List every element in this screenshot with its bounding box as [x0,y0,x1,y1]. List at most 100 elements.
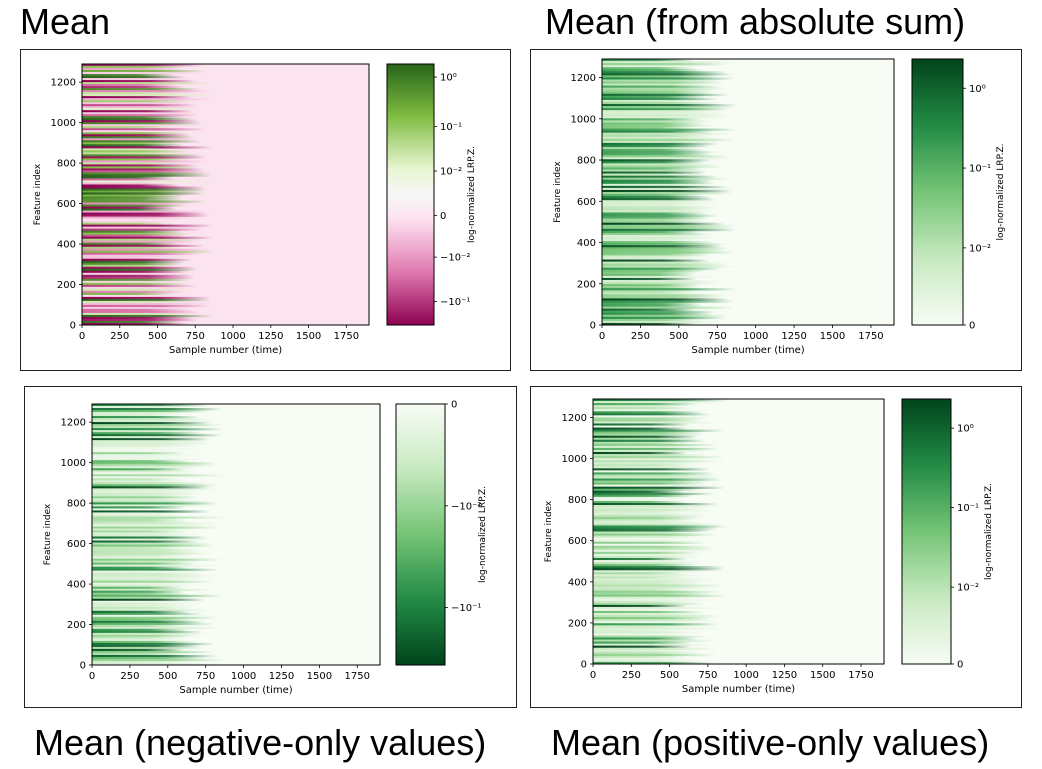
heatmap-row [92,436,216,439]
heatmap-row [593,562,704,565]
x-tick-label: 750 [186,331,205,342]
heatmap-row [92,468,188,471]
x-tick-label: 1750 [345,671,370,682]
x-tick-label: 750 [698,670,717,681]
heatmap-row [92,538,213,541]
heatmap-row [82,282,188,286]
heatmap-row [82,172,211,175]
panel-mean-absolute-sum: 0 250 500 750 1000 1250 1500 1750 0 200 400 600 800 1… [530,49,1022,371]
heatmap-row [82,82,211,85]
heatmap-row [602,275,719,279]
heatmap-row [593,617,712,620]
y-tick-label: 600 [568,536,587,547]
heatmap-row [92,620,205,624]
heatmap-row [602,192,735,195]
x-tick-label: 1000 [743,331,768,342]
heatmap-row [593,523,725,526]
heatmap-row [82,116,185,119]
y-tick-label: 1000 [571,114,596,125]
heatmap-row [593,494,693,498]
colorbar-tick-label: 0 [451,400,457,411]
heatmap-row [92,490,202,493]
x-tick-label: 1000 [220,331,245,342]
heatmap-row [593,621,704,624]
heatmap-row [593,582,704,585]
heatmap-row [602,310,717,314]
heatmap-row [82,262,183,266]
colorbar [901,398,952,665]
heatmap-row [82,284,197,288]
title-mean-absolute-sum: Mean (from absolute sum) [545,1,966,42]
heatmap-row [82,196,183,199]
heatmap-row [82,238,204,241]
heatmap-row [82,208,178,211]
heatmap-row [82,306,194,310]
heatmap-row [82,160,209,163]
heatmap-row [92,588,215,592]
heatmap-row [593,464,697,467]
heatmap-row [593,588,689,591]
heatmap-row [602,87,728,90]
heatmap-row [602,206,721,209]
heatmap-row [602,110,720,113]
plot-frame [601,58,895,326]
x-tick-label: 250 [622,670,641,681]
x-tick-label: 250 [120,671,139,682]
heatmap-row [602,269,708,273]
heatmap-row [602,316,726,320]
heatmap-row [593,659,703,663]
heatmap-row [593,484,722,487]
heatmap-row [82,146,213,149]
y-axis-label: Feature index [553,161,563,223]
heatmap-row [82,118,197,121]
y-tick-label: 0 [590,321,596,332]
heatmap-row [82,318,198,322]
heatmap-row [92,642,216,646]
colorbar [911,58,964,326]
heatmap-row [82,242,180,245]
heatmap-row [602,97,720,101]
heatmap-row [92,630,202,634]
heatmap-row [602,114,731,117]
heatmap-row [602,118,703,121]
heatmap-row [602,288,737,291]
colorbar-tick-label: 0 [957,660,963,671]
title-mean-negative-only: Mean (negative-only values) [34,722,487,763]
heatmap-row [92,440,212,443]
heatmap-row [82,234,185,237]
heatmap-row [593,445,701,449]
heatmap-row [92,502,219,505]
heatmap-row [602,67,697,70]
heatmap-row [602,226,734,230]
heatmap-row [593,492,714,496]
heatmap-row [593,608,687,612]
heatmap-row [593,480,710,483]
heatmap-row [92,546,185,549]
heatmap-row [92,494,194,497]
plot-frame [81,63,370,326]
x-axis-label: Sample number (time) [691,345,804,356]
heatmap-row [602,91,716,95]
heatmap-row [593,466,710,469]
heatmap-row [602,296,720,299]
heatmap-row [602,104,737,107]
heatmap-row [602,63,730,66]
x-tick-label: 750 [708,331,727,342]
heatmap-row [82,216,192,219]
heatmap-row [602,171,707,174]
heatmap-row [593,505,721,508]
heatmap-row [593,454,710,457]
heatmap-row [593,661,714,665]
heatmap-row [593,625,693,628]
heatmap-row [593,643,713,646]
heatmap-row [92,598,205,602]
heatmap-row [92,566,189,569]
heatmap-row [82,272,193,276]
heatmap-row [92,536,208,539]
heatmap-row [602,140,722,144]
heatmap-row [82,182,176,185]
heatmap-row [602,300,735,303]
heatmap-row [92,518,186,521]
heatmap-row [92,488,223,491]
heatmap-row [92,596,198,600]
